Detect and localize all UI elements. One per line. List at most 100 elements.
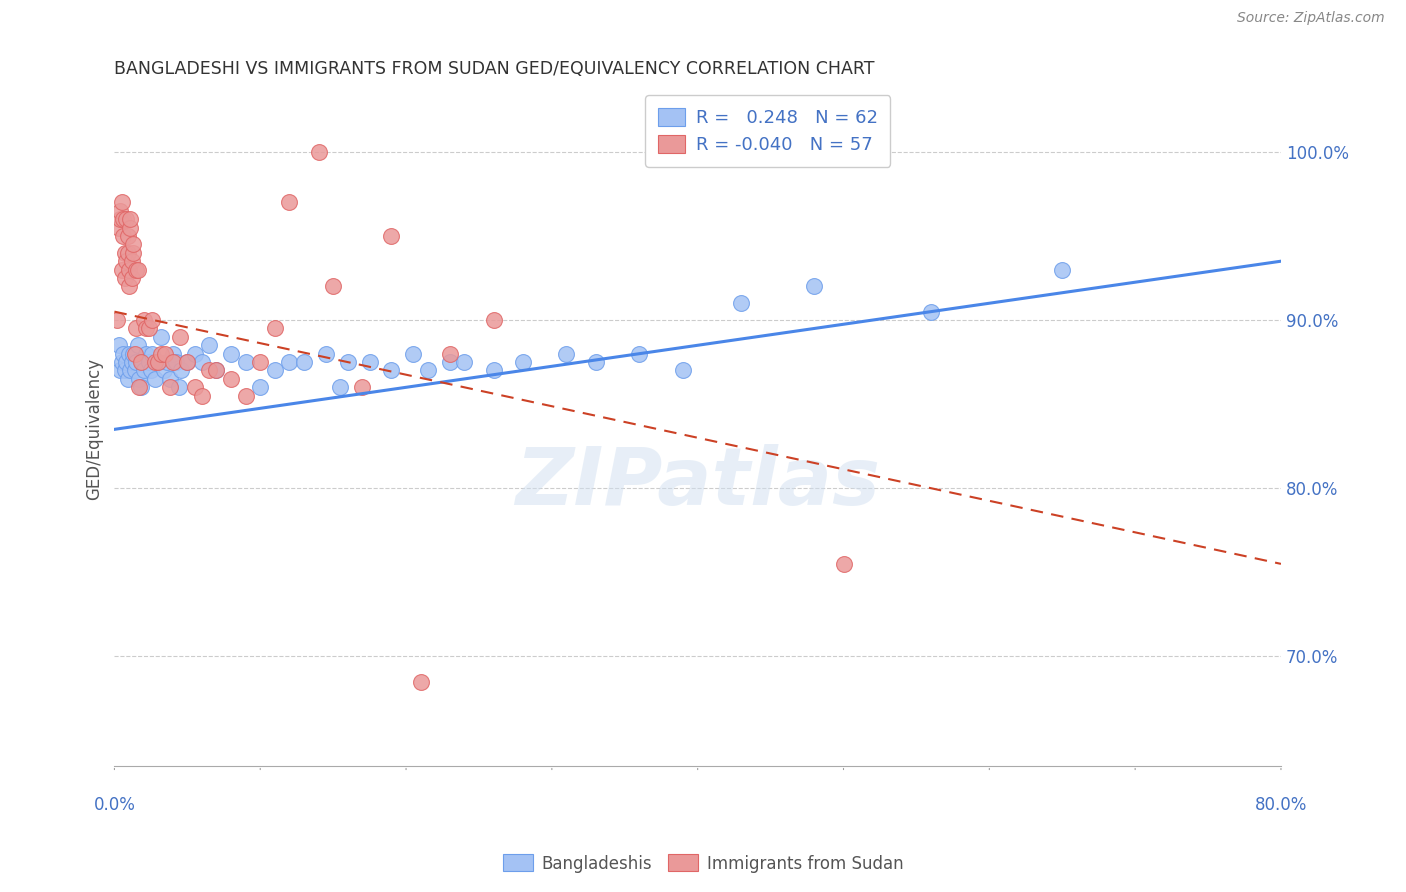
Point bbox=[141, 313, 163, 327]
Point bbox=[141, 347, 163, 361]
Point bbox=[205, 363, 228, 377]
Point bbox=[803, 279, 825, 293]
Point bbox=[439, 347, 461, 361]
Text: ZIPatlas: ZIPatlas bbox=[515, 444, 880, 522]
Point bbox=[205, 363, 228, 377]
Point bbox=[402, 347, 425, 361]
Point bbox=[127, 338, 149, 352]
Point bbox=[165, 355, 187, 369]
Point bbox=[120, 212, 142, 227]
Point bbox=[115, 254, 138, 268]
Point bbox=[115, 212, 138, 227]
Point bbox=[176, 355, 198, 369]
Point bbox=[146, 355, 169, 369]
Point bbox=[150, 347, 173, 361]
Point bbox=[219, 347, 242, 361]
Point bbox=[169, 330, 191, 344]
Point bbox=[120, 363, 142, 377]
Text: 80.0%: 80.0% bbox=[1254, 796, 1308, 814]
Point bbox=[131, 355, 153, 369]
Point bbox=[117, 229, 139, 244]
Point bbox=[112, 212, 135, 227]
Point bbox=[628, 347, 651, 361]
Point bbox=[322, 279, 344, 293]
Point bbox=[278, 355, 301, 369]
Point bbox=[139, 363, 162, 377]
Point bbox=[263, 363, 285, 377]
Point bbox=[117, 372, 139, 386]
Point bbox=[127, 262, 149, 277]
Point bbox=[122, 347, 145, 361]
Point bbox=[219, 372, 242, 386]
Point bbox=[111, 195, 134, 210]
Point bbox=[138, 321, 160, 335]
Point bbox=[121, 254, 143, 268]
Point bbox=[121, 355, 143, 369]
Point bbox=[352, 380, 374, 394]
Point bbox=[121, 271, 143, 285]
Point bbox=[114, 245, 136, 260]
Point bbox=[439, 355, 461, 369]
Point bbox=[135, 347, 157, 361]
Point bbox=[105, 313, 128, 327]
Y-axis label: GED/Equivalency: GED/Equivalency bbox=[86, 359, 103, 500]
Point bbox=[107, 338, 129, 352]
Point bbox=[453, 355, 475, 369]
Point bbox=[118, 279, 141, 293]
Point bbox=[167, 380, 190, 394]
Point bbox=[125, 262, 148, 277]
Point bbox=[278, 195, 301, 210]
Point bbox=[110, 212, 132, 227]
Point bbox=[110, 203, 132, 218]
Point bbox=[107, 220, 129, 235]
Point bbox=[122, 237, 145, 252]
Point bbox=[555, 347, 578, 361]
Point bbox=[162, 355, 184, 369]
Point bbox=[111, 355, 134, 369]
Point bbox=[124, 363, 146, 377]
Point bbox=[115, 355, 138, 369]
Point bbox=[146, 355, 169, 369]
Legend: R =   0.248   N = 62, R = -0.040   N = 57: R = 0.248 N = 62, R = -0.040 N = 57 bbox=[645, 95, 890, 167]
Point bbox=[359, 355, 381, 369]
Point bbox=[120, 220, 142, 235]
Text: BANGLADESHI VS IMMIGRANTS FROM SUDAN GED/EQUIVALENCY CORRELATION CHART: BANGLADESHI VS IMMIGRANTS FROM SUDAN GED… bbox=[114, 60, 875, 78]
Point bbox=[111, 262, 134, 277]
Point bbox=[249, 380, 271, 394]
Point bbox=[198, 338, 221, 352]
Point bbox=[482, 363, 505, 377]
Point bbox=[129, 355, 152, 369]
Point bbox=[170, 363, 193, 377]
Point bbox=[118, 262, 141, 277]
Text: 0.0%: 0.0% bbox=[93, 796, 135, 814]
Point bbox=[308, 145, 330, 159]
Point bbox=[329, 380, 352, 394]
Point bbox=[153, 363, 176, 377]
Point bbox=[235, 389, 257, 403]
Point bbox=[159, 372, 181, 386]
Point bbox=[118, 347, 141, 361]
Point bbox=[125, 355, 148, 369]
Legend: Bangladeshis, Immigrants from Sudan: Bangladeshis, Immigrants from Sudan bbox=[496, 847, 910, 880]
Point bbox=[143, 355, 166, 369]
Point bbox=[315, 347, 337, 361]
Point bbox=[156, 355, 179, 369]
Point bbox=[129, 380, 152, 394]
Point bbox=[482, 313, 505, 327]
Point bbox=[512, 355, 534, 369]
Point bbox=[409, 674, 432, 689]
Point bbox=[292, 355, 315, 369]
Point bbox=[110, 363, 132, 377]
Point bbox=[114, 271, 136, 285]
Point bbox=[920, 304, 942, 318]
Point bbox=[380, 229, 402, 244]
Point bbox=[1050, 262, 1073, 277]
Point bbox=[198, 363, 221, 377]
Point bbox=[416, 363, 439, 377]
Point bbox=[112, 229, 135, 244]
Point bbox=[150, 330, 173, 344]
Point bbox=[159, 380, 181, 394]
Point bbox=[832, 557, 855, 571]
Point bbox=[585, 355, 607, 369]
Point bbox=[112, 347, 135, 361]
